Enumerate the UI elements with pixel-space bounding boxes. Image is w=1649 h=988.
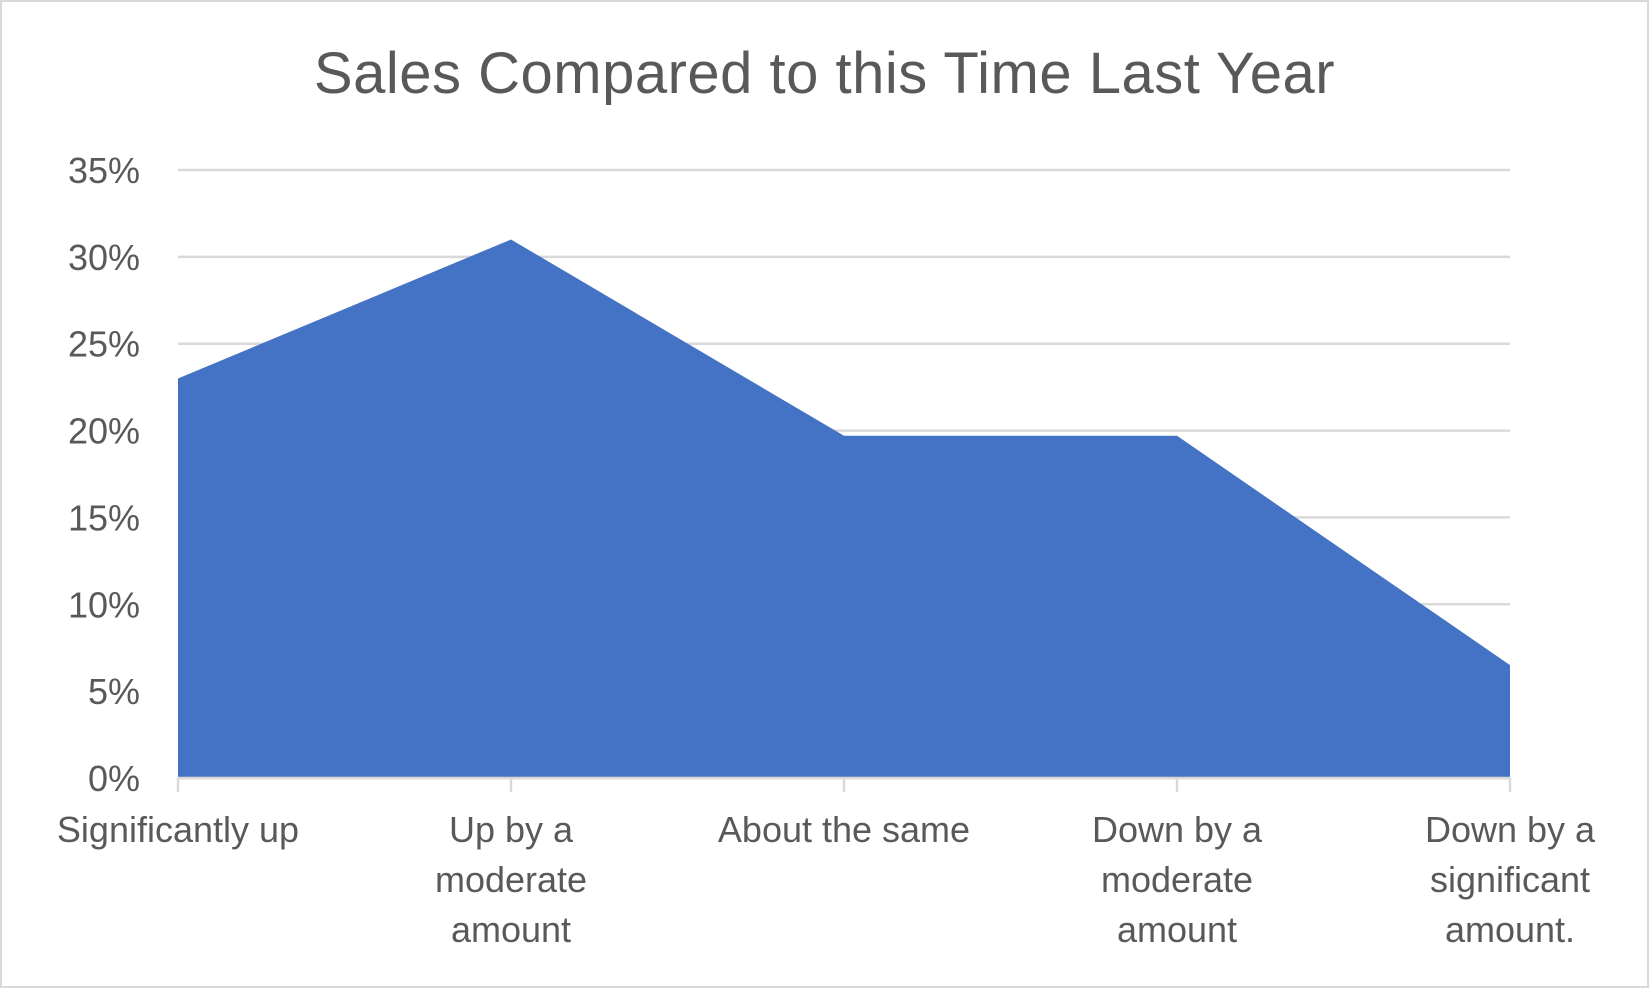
x-tick-label: Significantly up [57,809,299,850]
area-series [178,239,1510,778]
x-tick-label: About the same [718,809,970,850]
y-tick-label: 0% [88,758,140,799]
x-tick-label: Down by a moderate amount [1092,809,1263,950]
y-tick-label: 5% [88,671,140,712]
x-tick-label: Down by a significant amount. [1425,809,1596,950]
y-tick-label: 30% [68,237,140,278]
y-tick-label: 15% [68,497,140,538]
x-tick-label: Up by a moderate amount [435,809,587,950]
y-tick-label: 10% [68,584,140,625]
y-tick-label: 35% [68,150,140,191]
y-tick-label: 20% [68,411,140,452]
y-tick-label: 25% [68,324,140,365]
